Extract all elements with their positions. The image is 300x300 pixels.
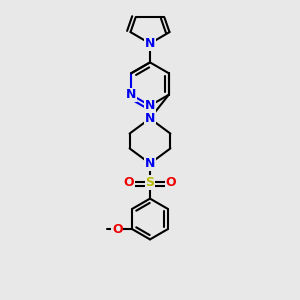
Text: O: O (124, 176, 134, 189)
Text: N: N (145, 157, 155, 170)
Text: N: N (126, 88, 136, 101)
Text: S: S (146, 176, 154, 189)
Text: N: N (145, 37, 155, 50)
Text: N: N (145, 99, 155, 112)
Text: O: O (112, 223, 123, 236)
Text: O: O (166, 176, 176, 189)
Text: N: N (145, 112, 155, 125)
